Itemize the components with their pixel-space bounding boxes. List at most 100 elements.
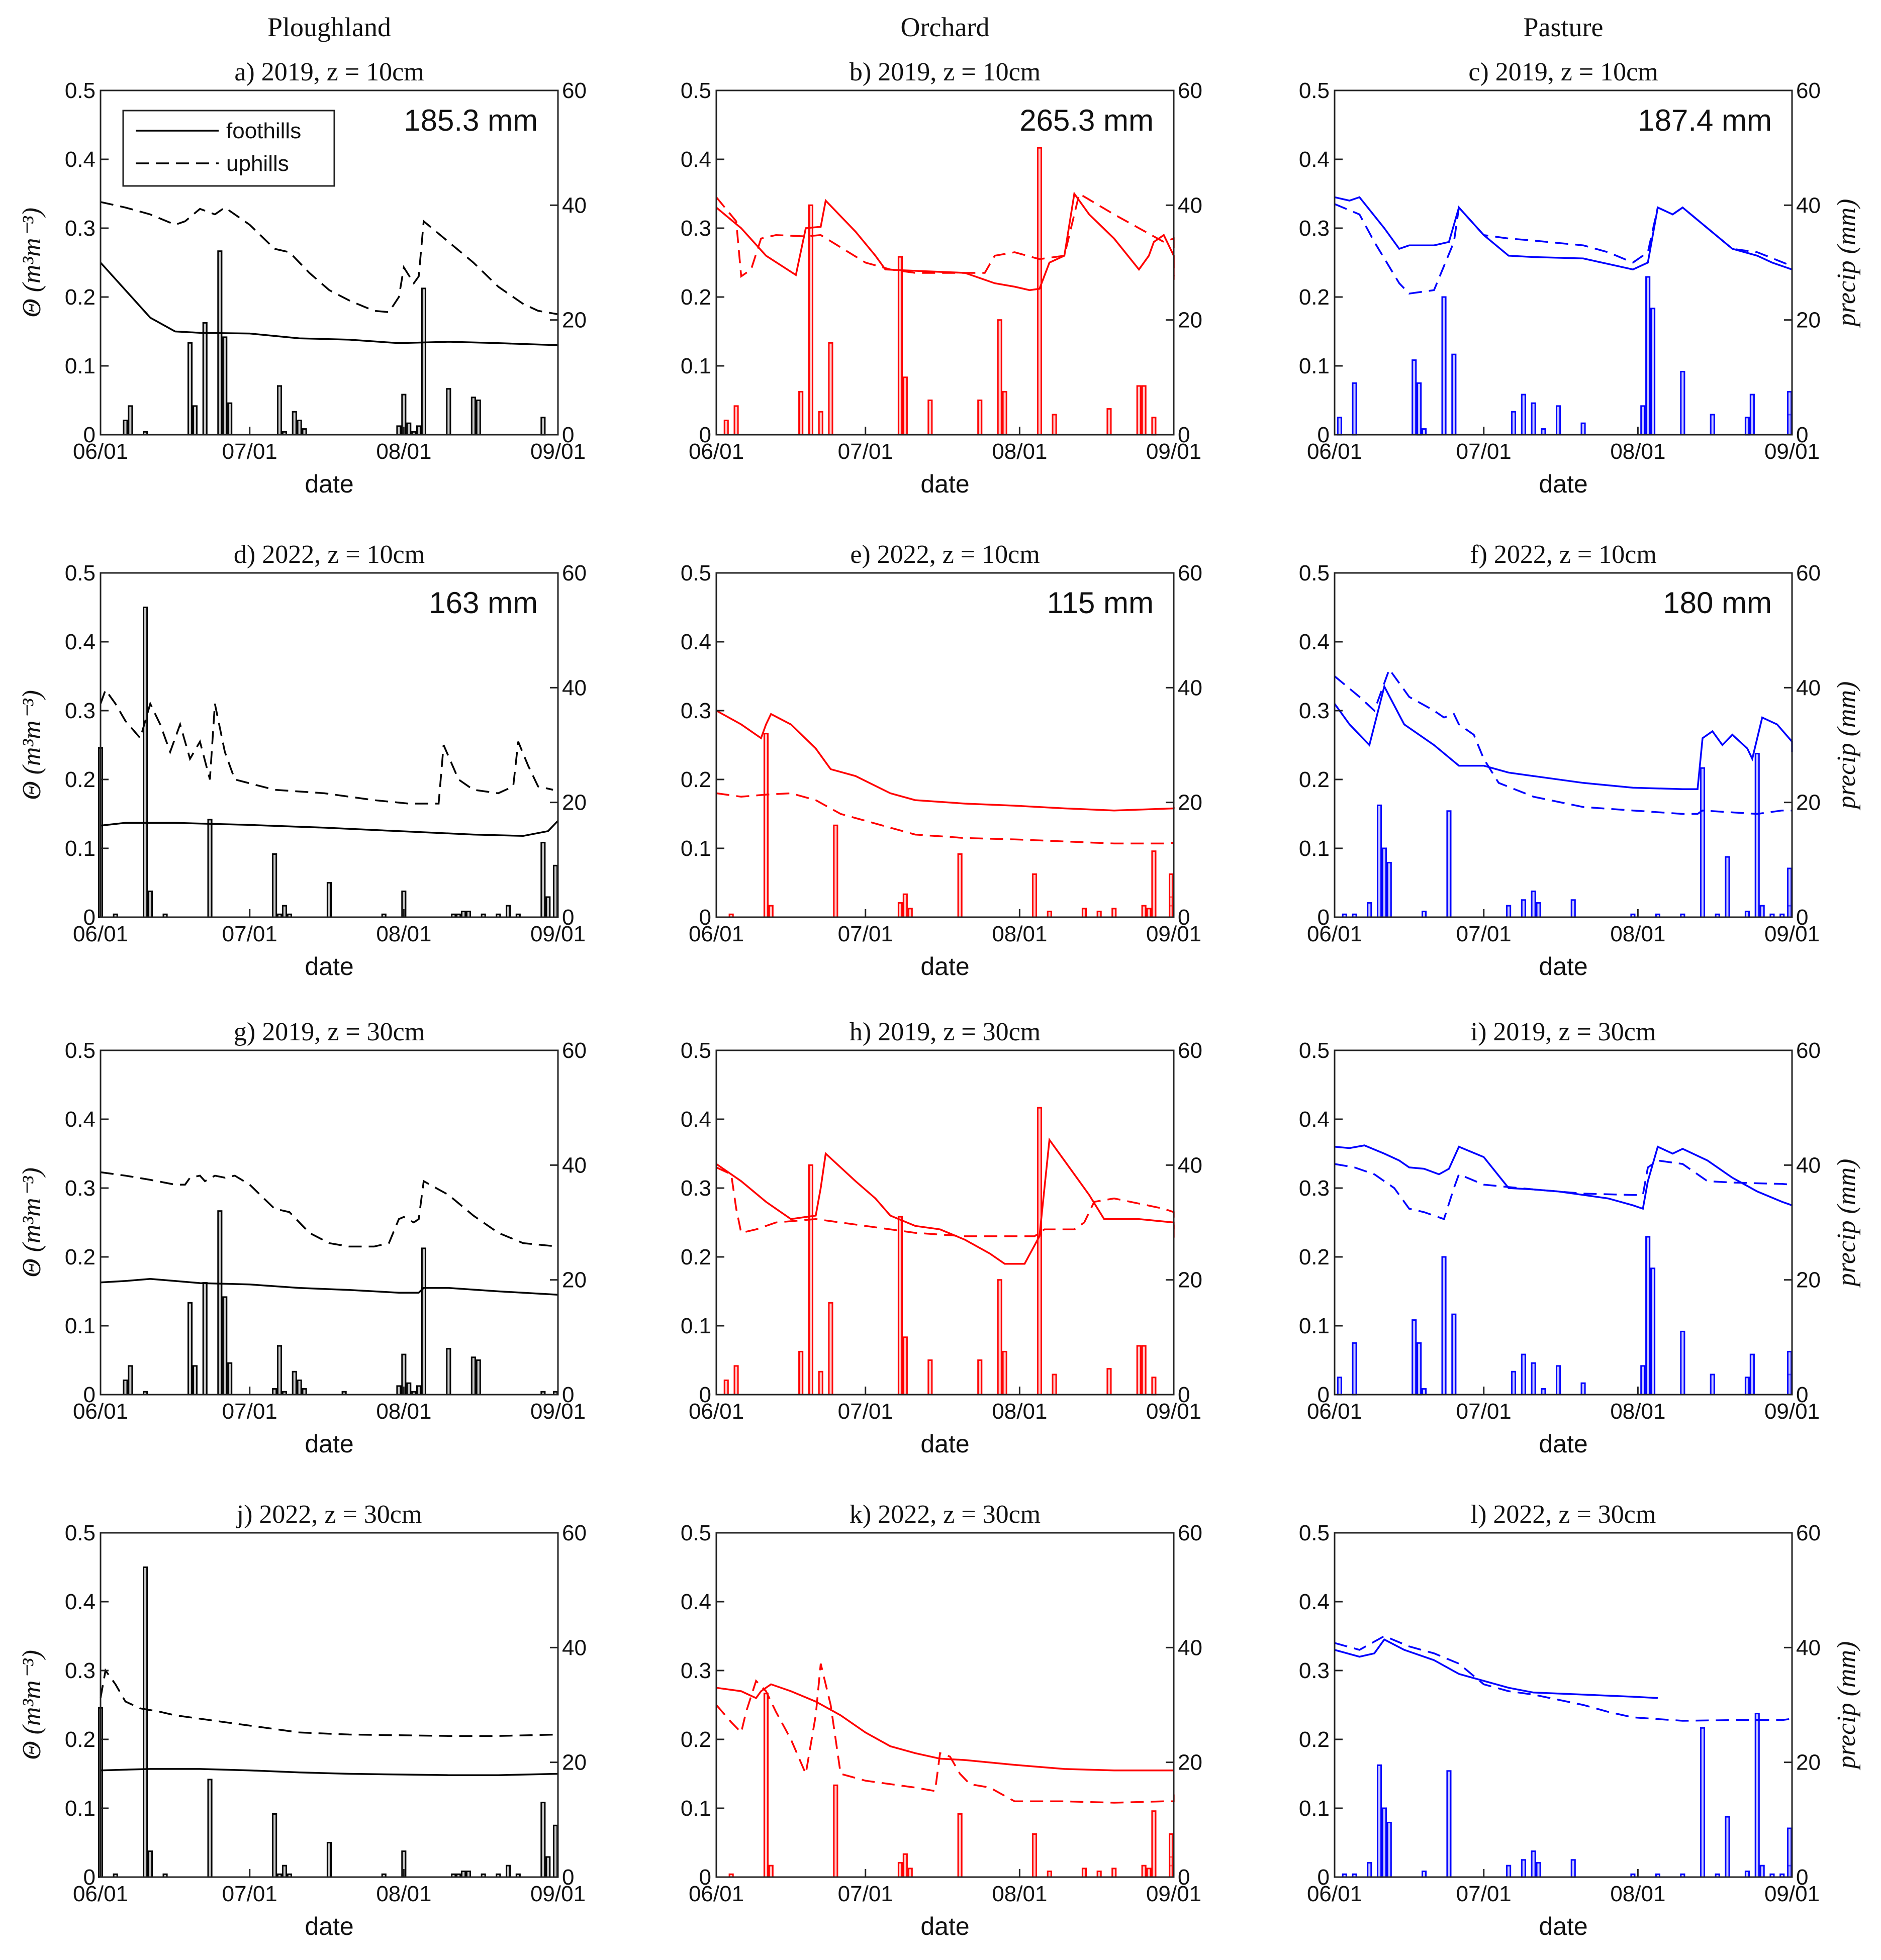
precip-bar (143, 607, 148, 918)
left-tick-label: 0.1 (681, 836, 711, 861)
x-axis-label: date (920, 952, 969, 981)
series-foothills-line (1334, 196, 1793, 271)
precip-bar (476, 1359, 481, 1396)
x-axis-label: date (920, 470, 969, 498)
x-tick-label: 06/01 (1307, 1882, 1362, 1906)
x-tick-label: 07/01 (1456, 1882, 1512, 1906)
precip-bar (1136, 1345, 1142, 1396)
x-tick-label: 07/01 (1456, 1399, 1512, 1424)
precip-bar (763, 1693, 769, 1878)
right-tick-label: 20 (1796, 791, 1821, 815)
series-foothills-line (100, 820, 559, 837)
right-tick-label: 60 (1178, 1038, 1202, 1063)
legend-foothills-label: foothills (226, 119, 301, 143)
precip-bar (1002, 1350, 1007, 1396)
x-tick-label: 08/01 (376, 922, 431, 946)
precip-bar (828, 1302, 833, 1396)
precip-total-label: 180 mm (1663, 586, 1772, 620)
precip-bar (302, 1388, 307, 1396)
series-foothills-line (716, 710, 1175, 812)
precip-bar (1422, 911, 1427, 918)
precip-bar (1037, 147, 1042, 436)
precip-total-label: 185.3 mm (404, 104, 538, 137)
precip-bar (1141, 385, 1147, 436)
x-axis-label: date (920, 1912, 969, 1940)
precip-bar (1744, 417, 1750, 436)
precip-bar (977, 400, 983, 436)
series-uphills-line (715, 192, 1175, 278)
right-tick-label: 20 (562, 308, 587, 333)
precip-bar (723, 420, 729, 436)
precip-bar (123, 420, 128, 436)
x-axis-label: date (305, 1430, 353, 1458)
left-tick-label: 0 (699, 1865, 711, 1890)
left-tick-label: 0.5 (65, 78, 96, 103)
left-tick-label: 0 (1318, 423, 1330, 447)
precip-bar (406, 422, 412, 436)
precip-bar (1710, 414, 1715, 436)
right-tick-label: 20 (1178, 791, 1202, 815)
precip-bar (1531, 402, 1536, 436)
precip-bar (927, 1359, 933, 1396)
right-tick-label: 0 (562, 1383, 574, 1407)
precip-bar (147, 1850, 153, 1878)
right-axis-label: precip (mm) (1832, 681, 1861, 811)
precip-bar (1580, 1382, 1586, 1396)
series-foothills-line (716, 1683, 1174, 1772)
right-tick-label: 60 (562, 561, 587, 585)
precip-bar (1417, 1342, 1422, 1396)
right-tick-label: 40 (562, 1153, 587, 1178)
x-tick-label: 09/01 (530, 1882, 586, 1906)
right-tick-label: 40 (1178, 1635, 1202, 1660)
series-uphills-line (100, 201, 558, 316)
precip-bar (798, 390, 804, 436)
left-tick-label: 0.5 (681, 561, 711, 585)
precip-bar (302, 428, 307, 436)
plot-frame (100, 1532, 559, 1878)
right-tick-label: 60 (1178, 1521, 1202, 1545)
precip-bar (1511, 411, 1517, 436)
x-tick-label: 06/01 (689, 439, 744, 464)
x-tick-label: 08/01 (992, 1399, 1047, 1424)
precip-bar (1650, 308, 1656, 436)
precip-bar (217, 1210, 223, 1396)
left-tick-label: 0.5 (65, 1521, 96, 1545)
left-tick-label: 0.3 (1299, 216, 1330, 241)
precip-bar (1386, 1822, 1392, 1878)
precip-bar (1521, 394, 1526, 436)
series-uphills-line (1334, 1159, 1793, 1220)
precip-bar (768, 1865, 774, 1878)
right-tick-label: 20 (1796, 1750, 1821, 1775)
precip-bar (1052, 414, 1057, 436)
plot-frame (715, 1049, 1175, 1396)
precip-bar (997, 1279, 1002, 1396)
legend: foothills uphills (122, 110, 335, 187)
panel-3: 0 0.1 0.2 0.3 0.4 0.5 0 20 40 60 06/01 07/01 08/01 09… (18, 540, 587, 981)
precip-bar (1531, 891, 1536, 918)
precip-bar (446, 388, 451, 436)
precip-bar (1536, 1862, 1541, 1878)
x-tick-label: 09/01 (1146, 1399, 1201, 1424)
precip-bar (207, 819, 213, 918)
x-tick-label: 09/01 (530, 922, 586, 946)
precip-bar (1521, 899, 1526, 918)
right-tick-label: 20 (1178, 308, 1202, 333)
x-tick-label: 09/01 (1146, 922, 1201, 946)
right-tick-label: 40 (1178, 193, 1202, 218)
right-tick-label: 0 (1178, 1383, 1190, 1407)
precip-bar (421, 287, 427, 436)
plot-frame (1334, 1532, 1793, 1878)
plot-frame (1334, 1049, 1793, 1396)
left-tick-label: 0 (1318, 1383, 1330, 1407)
right-tick-label: 40 (1796, 1153, 1821, 1178)
left-tick-label: 0.1 (65, 354, 96, 378)
left-tick-label: 0.3 (681, 216, 711, 241)
x-tick-label: 09/01 (1764, 1882, 1820, 1906)
right-tick-label: 40 (1178, 1153, 1202, 1178)
x-tick-label: 08/01 (1610, 922, 1665, 946)
left-tick-label: 0.2 (65, 1727, 96, 1752)
precip-bar (1531, 1362, 1536, 1396)
right-tick-label: 0 (1178, 423, 1190, 447)
x-tick-label: 09/01 (1146, 439, 1201, 464)
panel-title: d) 2022, z = 10cm (234, 540, 425, 569)
